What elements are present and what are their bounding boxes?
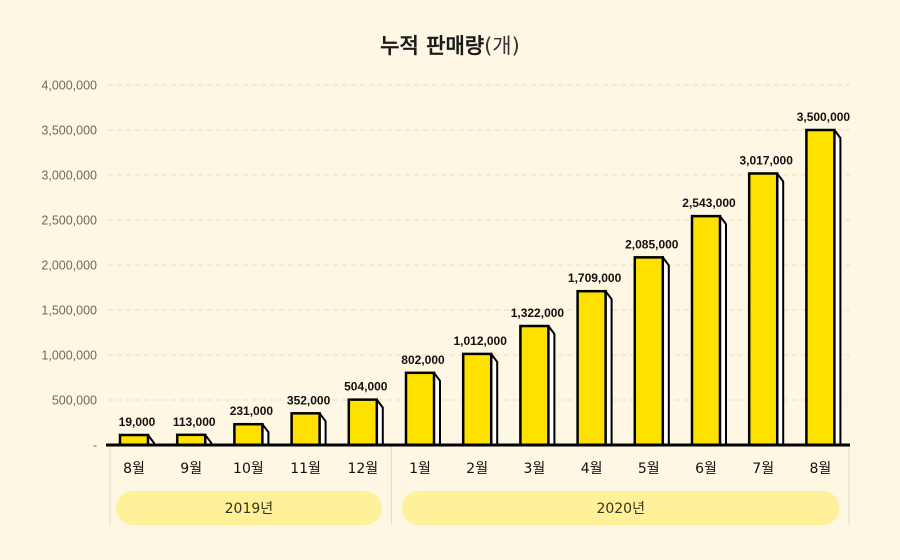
bar xyxy=(461,352,499,447)
y-tick-label: 2,500,000 xyxy=(41,214,97,228)
data-label: 1,012,000 xyxy=(454,334,508,348)
data-label: 113,000 xyxy=(173,415,216,429)
x-tick-label: 10월 xyxy=(233,461,264,477)
x-tick-label: 6월 xyxy=(695,461,717,477)
bar xyxy=(233,422,270,447)
bar xyxy=(576,289,613,447)
data-label: 231,000 xyxy=(230,404,274,418)
data-label: 3,017,000 xyxy=(740,153,794,167)
bar xyxy=(690,214,727,447)
data-label: 802,000 xyxy=(401,353,445,367)
x-tick-label: 5월 xyxy=(638,461,660,477)
data-label: 2,085,000 xyxy=(625,237,679,251)
bar-front xyxy=(175,433,207,447)
year-group-label: 2019년 xyxy=(225,501,274,517)
bar xyxy=(519,324,556,447)
bar-front xyxy=(576,289,607,447)
data-labels: 19,000 113,000 231,000 352,000 504,000 802,00… xyxy=(119,110,851,429)
bar-front xyxy=(347,398,379,447)
x-tick-label: 1월 xyxy=(409,461,431,477)
x-tick-label: 11월 xyxy=(290,461,321,477)
bars xyxy=(118,128,842,447)
data-label: 19,000 xyxy=(119,415,156,429)
x-tick-label: 8월 xyxy=(123,461,145,477)
x-tick-label: 8월 xyxy=(810,461,832,477)
chart-title-main: 누적 판매량 xyxy=(380,34,485,58)
data-label: 3,500,000 xyxy=(797,110,851,124)
bar xyxy=(404,371,441,447)
chart-title: 누적 판매량(개) xyxy=(0,30,900,60)
x-tick-label: 7월 xyxy=(752,461,774,477)
bar-front xyxy=(290,412,321,447)
data-label: 352,000 xyxy=(287,393,331,407)
data-label: 1,709,000 xyxy=(568,271,622,285)
bar-front xyxy=(747,172,779,447)
y-axis: - 500,000 1,000,000 1,500,000 2,000,000 2,500… xyxy=(41,79,97,453)
x-tick-label: 3월 xyxy=(524,461,546,477)
bar xyxy=(347,398,384,447)
x-tick-label: 9월 xyxy=(180,461,202,477)
data-label: 2,543,000 xyxy=(682,196,736,210)
x-tick-label: 12월 xyxy=(347,461,378,477)
bar xyxy=(175,433,213,447)
x-axis: 8월 9월 10월 11월 12월 1월 2월 3월 4월 5월 6월 7월 8월 xyxy=(106,443,850,477)
bar xyxy=(805,128,842,447)
y-tick-label: - xyxy=(93,439,97,453)
chart-title-unit: (개) xyxy=(484,34,520,58)
y-tick-label: 500,000 xyxy=(52,394,97,408)
y-tick-label: 4,000,000 xyxy=(41,79,97,93)
year-group-pill xyxy=(116,491,382,525)
y-tick-label: 3,000,000 xyxy=(41,169,97,183)
data-label: 504,000 xyxy=(344,380,388,394)
bar xyxy=(633,256,670,447)
bar-front xyxy=(233,422,264,447)
bar xyxy=(747,172,785,447)
x-tick-label: 2월 xyxy=(466,461,488,477)
bar-front xyxy=(404,371,436,447)
bar-front xyxy=(519,324,550,447)
year-groups: 2019년 2020년 xyxy=(116,491,840,525)
y-tick-label: 3,500,000 xyxy=(41,124,97,138)
bar-front xyxy=(461,352,493,447)
bar-front xyxy=(633,256,665,447)
bar xyxy=(290,412,327,447)
y-tick-label: 1,000,000 xyxy=(41,349,97,363)
y-tick-label: 1,500,000 xyxy=(41,304,97,318)
y-tick-label: 2,000,000 xyxy=(41,259,97,273)
data-label: 1,322,000 xyxy=(511,306,565,320)
year-group-label: 2020년 xyxy=(596,501,645,517)
year-group-pill xyxy=(402,491,840,525)
bar-front xyxy=(805,128,836,447)
bar-front xyxy=(690,214,722,447)
x-tick-label: 4월 xyxy=(581,461,603,477)
group-dividers xyxy=(109,445,850,525)
